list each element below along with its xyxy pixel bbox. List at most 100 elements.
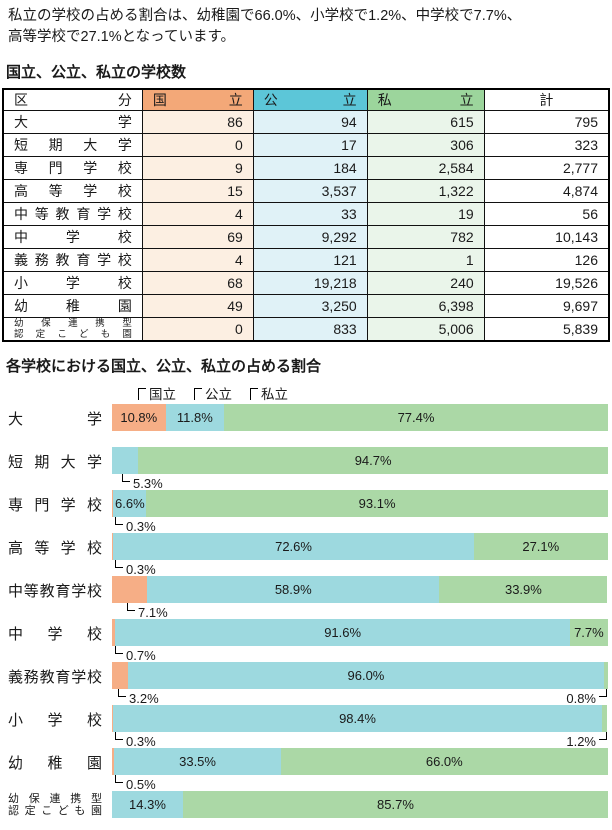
cell-total: 2,777 [483,156,610,180]
callout-value: 0.3% [126,562,156,577]
legend-connector-icon [250,388,258,400]
cell-public: 833 [252,317,368,342]
cell-public: 94 [252,110,368,134]
callout-left: 0.3% [115,517,156,534]
segment-private: 7.7% [569,619,608,646]
callout-connector-icon [122,474,130,482]
callout-connector-icon [115,775,123,783]
row-label: 小学校 [2,271,143,295]
table-row: 中等教育学校 4 33 19 56 [2,202,610,226]
chart-row: 大学 国立 公立 私立 10.8% 11.8% 77.4% [0,387,612,447]
legend-item-public: 公立 [194,383,232,403]
header-category: 区分 [2,88,143,111]
segment-national [112,748,115,775]
callout-value: 7.1% [138,605,168,620]
segment-private: 94.7% [138,447,608,474]
cell-national: 68 [141,271,254,295]
segment-national [112,533,114,560]
cell-private: 6,398 [366,294,485,318]
cell-private: 5,006 [366,317,485,342]
cell-private: 240 [366,271,485,295]
segment-private: 85.7% [182,791,608,818]
cell-national: 0 [141,133,254,157]
segment-public: 11.8% [165,404,225,431]
chart-row: 中等教育学校 58.9% 33.9% 7.1% [0,576,612,620]
row-label: 義務教育学校 [2,248,143,272]
segment-national: 10.8% [112,404,166,431]
row-label: 中等教育学校 [2,202,143,226]
segment-public: 72.6% [113,533,474,560]
bar: 58.9% 33.9% 7.1% [112,576,608,620]
intro-paragraph: 私立の学校の占める割合は、幼稚園で66.0%、小学校で1.2%、中学校で7.7%… [0,0,612,48]
callout-connector-icon [599,689,607,697]
table-row: 高等学校 15 3,537 1,322 4,874 [2,179,610,203]
segment-public: 6.6% [113,490,147,517]
callout-right: 1.2% [566,732,607,749]
cell-total: 56 [483,202,610,226]
callout-connector-icon [115,646,123,654]
chart-row-label: 短期大学 [8,454,102,471]
segment-national [112,662,128,689]
callout-left: 5.3% [122,474,163,491]
table-row: 義務教育学校 4 121 1 126 [2,248,610,272]
segment-national [112,490,114,517]
segment-private: 27.1% [473,533,608,560]
legend-item-private: 私立 [250,383,288,403]
segment-public: 98.4% [113,705,602,732]
bar: 国立 公立 私立 10.8% 11.8% 77.4% [112,387,608,431]
cell-national: 0 [141,317,254,342]
cell-public: 19,218 [252,271,368,295]
chart-row-label: 義務教育学校 [8,669,102,686]
callout-value: 3.2% [129,691,159,706]
segment-public [112,447,139,474]
legend-label: 公立 [205,387,232,402]
bar: 33.5% 66.0% 0.5% [112,748,608,792]
callout-connector-icon [115,732,123,740]
cell-private: 306 [366,133,485,157]
intro-line-2: 高等学校で27.1%となっています。 [8,29,236,45]
callout-value: 0.5% [126,777,156,792]
cell-public: 184 [252,156,368,180]
chart-row-label: 専門学校 [8,497,102,514]
header-national: 国立 [141,88,254,111]
segment-public: 58.9% [147,576,440,603]
chart-row: 中学校 91.6% 7.7% 0.7% [0,619,612,663]
table-row: 専門学校 9 184 2,584 2,777 [2,156,610,180]
segment-private: 77.4% [224,404,608,431]
callout-value: 0.3% [126,519,156,534]
cell-public: 3,537 [252,179,368,203]
callout-right: 0.8% [566,689,607,706]
segment-public: 96.0% [127,662,605,689]
chart-row: 短期大学 94.7% 5.3% [0,447,612,491]
row-label: 短期大学 [2,133,143,157]
cell-national: 86 [141,110,254,134]
cell-national: 69 [141,225,254,249]
cell-public: 121 [252,248,368,272]
callout-connector-icon [127,603,135,611]
cell-national: 49 [141,294,254,318]
cell-national: 15 [141,179,254,203]
bar: 94.7% 5.3% [112,447,608,491]
cell-public: 3,250 [252,294,368,318]
segment-public: 91.6% [115,619,570,646]
chart-row-label: 幼稚園 [8,755,102,772]
table-row: 短期大学 0 17 306 323 [2,133,610,157]
segment-national [112,576,148,603]
cell-public: 17 [252,133,368,157]
chart-row-label: 幼保連携型 認定こども園 [8,793,102,817]
table-row: 中学校 69 9,292 782 10,143 [2,225,610,249]
chart-row: 義務教育学校 96.0% 3.2% 0.8% [0,662,612,706]
callout-value: 0.8% [566,691,596,706]
segment-national [112,619,116,646]
segment-public: 14.3% [112,791,183,818]
cell-private: 782 [366,225,485,249]
intro-line-1: 私立の学校の占める割合は、幼稚園で66.0%、小学校で1.2%、中学校で7.7%… [8,8,522,24]
row-label: 中学校 [2,225,143,249]
callout-value: 1.2% [566,734,596,749]
cell-total: 10,143 [483,225,610,249]
row-label: 大学 [2,110,143,134]
cell-total: 795 [483,110,610,134]
chart-row: 高等学校 72.6% 27.1% 0.3% [0,533,612,577]
cell-national: 4 [141,202,254,226]
cell-total: 4,874 [483,179,610,203]
